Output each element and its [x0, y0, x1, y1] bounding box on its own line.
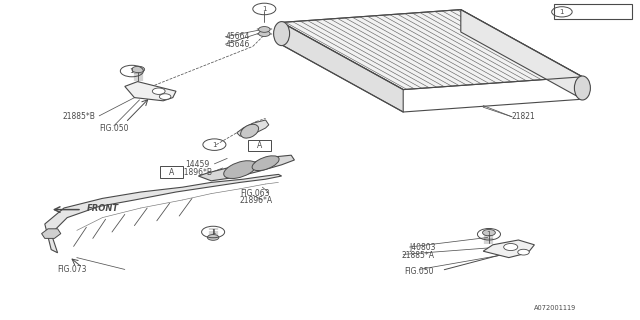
Circle shape — [518, 249, 529, 255]
Circle shape — [207, 235, 219, 240]
Circle shape — [159, 94, 171, 100]
Text: 1: 1 — [212, 142, 217, 148]
Polygon shape — [45, 174, 282, 253]
Text: 1: 1 — [559, 9, 564, 15]
Text: 21821: 21821 — [512, 112, 536, 121]
Ellipse shape — [224, 161, 256, 179]
Circle shape — [504, 244, 518, 251]
Text: A: A — [169, 168, 174, 177]
Text: J40803: J40803 — [410, 244, 436, 252]
Circle shape — [132, 66, 145, 73]
Ellipse shape — [274, 22, 290, 46]
Circle shape — [259, 27, 270, 32]
Polygon shape — [42, 229, 61, 238]
FancyBboxPatch shape — [554, 4, 632, 19]
Text: 0101S: 0101S — [572, 7, 598, 16]
Circle shape — [259, 31, 270, 36]
Text: FIG.073: FIG.073 — [58, 265, 87, 274]
Circle shape — [483, 229, 495, 236]
Text: 21896*A: 21896*A — [240, 196, 273, 205]
Ellipse shape — [575, 76, 591, 100]
Text: 1: 1 — [486, 231, 492, 237]
Text: 21885*A: 21885*A — [402, 251, 435, 260]
Text: A072001119: A072001119 — [534, 305, 577, 311]
FancyBboxPatch shape — [160, 166, 183, 178]
Polygon shape — [125, 82, 176, 101]
Polygon shape — [237, 120, 269, 136]
Ellipse shape — [241, 124, 259, 138]
Text: 21885*B: 21885*B — [63, 112, 95, 121]
Text: 45646: 45646 — [225, 40, 250, 49]
Text: 21896*B: 21896*B — [179, 168, 212, 177]
Text: 1: 1 — [129, 68, 134, 74]
Text: 14459: 14459 — [186, 160, 210, 169]
Polygon shape — [461, 10, 582, 99]
Text: 1: 1 — [262, 6, 267, 12]
Text: FIG.050: FIG.050 — [99, 124, 129, 133]
Circle shape — [152, 88, 165, 94]
FancyBboxPatch shape — [248, 140, 271, 151]
Text: FRONT: FRONT — [86, 204, 118, 213]
Text: 45664: 45664 — [225, 32, 250, 41]
Polygon shape — [282, 22, 403, 112]
Polygon shape — [483, 240, 534, 258]
Polygon shape — [282, 10, 582, 90]
Polygon shape — [198, 155, 294, 181]
Text: FIG.050: FIG.050 — [404, 267, 434, 276]
Ellipse shape — [252, 156, 279, 171]
Text: A: A — [257, 141, 262, 150]
Text: 1: 1 — [211, 229, 216, 235]
Text: FIG.063: FIG.063 — [240, 189, 269, 198]
